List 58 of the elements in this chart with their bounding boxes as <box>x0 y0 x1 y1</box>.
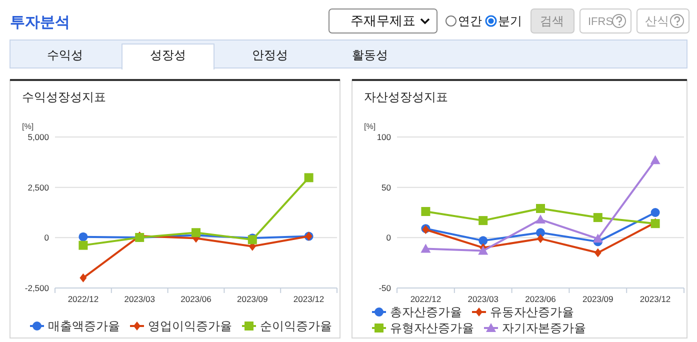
y-tick-label: -2,500 <box>24 283 50 293</box>
x-tick-label: 2023/09 <box>237 294 268 304</box>
point <box>537 234 544 244</box>
text: 투자분석 <box>10 14 70 31</box>
chart-title: 자산성장성지표 <box>364 90 448 104</box>
point <box>536 204 545 213</box>
point <box>650 155 660 164</box>
legend-label: 유형자산증가율 <box>390 321 474 335</box>
point <box>478 246 488 255</box>
legend-label: 자기자본증가율 <box>502 321 586 335</box>
point <box>78 240 88 250</box>
x-tick-label: 2023/06 <box>180 294 212 304</box>
text: 산식 <box>645 14 669 28</box>
point <box>592 234 603 243</box>
text: 검색 <box>540 14 564 28</box>
point <box>478 216 488 226</box>
legend-label: 유동자산증가율 <box>490 305 574 319</box>
y-tick-label: 0 <box>386 232 392 243</box>
chart-title: 수익성장성지표 <box>22 90 106 104</box>
text: 안정성 <box>252 48 288 62</box>
legend-label: 순이익증가율 <box>260 319 332 333</box>
point <box>80 273 87 282</box>
x-tick-label: 2022/12 <box>68 294 99 304</box>
legend-label: 총자산증가율 <box>390 305 462 319</box>
point <box>78 232 88 242</box>
y-tick-label: 5,000 <box>28 132 50 142</box>
y-tick-label: 2,500 <box>28 182 50 192</box>
point <box>593 213 602 222</box>
point <box>478 236 488 246</box>
y-axis-title: [%] <box>22 122 34 131</box>
point <box>192 228 200 238</box>
y-tick-label: -50 <box>378 283 392 293</box>
point <box>536 214 546 224</box>
point <box>420 244 431 253</box>
text: 성장성 <box>150 48 186 62</box>
legend-label: 영업이익증가율 <box>148 319 232 333</box>
y-tick-label: 100 <box>376 132 392 142</box>
x-tick-label: 2022/12 <box>410 294 442 304</box>
text: 활동성 <box>352 48 388 62</box>
y-tick-label: 0 <box>44 232 50 243</box>
legend-label: 매출액증가율 <box>48 319 120 333</box>
y-tick-label: 50 <box>382 182 392 192</box>
x-tick-label: 2023/12 <box>640 294 671 304</box>
point <box>594 248 602 258</box>
x-tick-label: 2023/09 <box>582 294 614 304</box>
x-tick-label: 2023/03 <box>468 294 499 304</box>
point <box>421 206 430 216</box>
point <box>650 208 660 217</box>
y-axis-title: [%] <box>364 122 376 131</box>
x-tick-label: 2023/12 <box>293 294 324 304</box>
point <box>304 173 314 182</box>
x-tick-label: 2023/06 <box>525 294 556 304</box>
text: 주재무제표 <box>350 13 416 28</box>
text: 분기 <box>498 14 522 28</box>
text: IFRS <box>588 16 614 28</box>
text: 수익성 <box>47 48 83 62</box>
text: 연간 <box>458 14 482 28</box>
x-tick-label: 2023/03 <box>124 294 156 304</box>
